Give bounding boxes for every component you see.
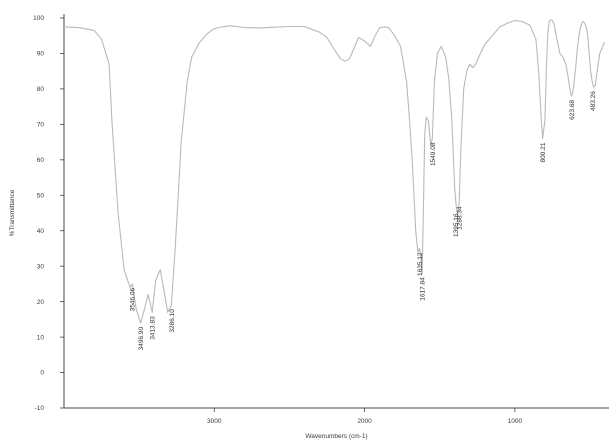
y-tick-label: 40 xyxy=(37,228,45,235)
y-tick-label: 60 xyxy=(37,157,45,164)
peak-label: 1617.84 xyxy=(420,277,427,301)
peak-label: 800.21 xyxy=(540,142,547,162)
peak-label: 623.68 xyxy=(569,100,576,120)
y-tick-label: 100 xyxy=(33,15,44,22)
x-tick-label: 2000 xyxy=(357,418,372,425)
y-tick-label: -10 xyxy=(35,405,45,412)
y-axis-title: %Transmittance xyxy=(9,189,16,236)
peak-label: 1549.08 xyxy=(430,142,437,166)
y-tick-label: 50 xyxy=(37,192,45,199)
x-tick-label: 3000 xyxy=(207,418,222,425)
y-tick-label: 30 xyxy=(37,263,45,270)
peak-label: 3496.90 xyxy=(138,327,145,351)
y-tick-label: 20 xyxy=(37,299,45,306)
x-tick-label: 1000 xyxy=(508,418,523,425)
y-tick-label: 10 xyxy=(37,334,45,341)
peak-label: 3546.06 xyxy=(130,288,137,312)
peak-label: 1288.34 xyxy=(457,206,464,230)
y-tick-label: 80 xyxy=(37,86,45,93)
x-axis-title: Wavenumbers (cm-1) xyxy=(305,433,367,440)
peak-labels: 3546.06 3496.90 3413.83 3286.10 1635.121617.… xyxy=(130,91,597,351)
peak-label: 483.26 xyxy=(590,91,597,111)
y-tick-label: 70 xyxy=(37,122,45,129)
axes xyxy=(63,14,609,409)
peak-label: 1635.12 xyxy=(417,252,424,276)
peak-label: 1395.16 xyxy=(453,213,460,237)
peak-label: 3286.10 xyxy=(169,309,176,333)
peak-label: 3413.83 xyxy=(150,316,157,340)
y-tick-label: 90 xyxy=(37,51,45,58)
spectrum-line xyxy=(63,19,605,324)
y-tick-label: 0 xyxy=(40,370,44,377)
plot-area xyxy=(63,19,605,324)
